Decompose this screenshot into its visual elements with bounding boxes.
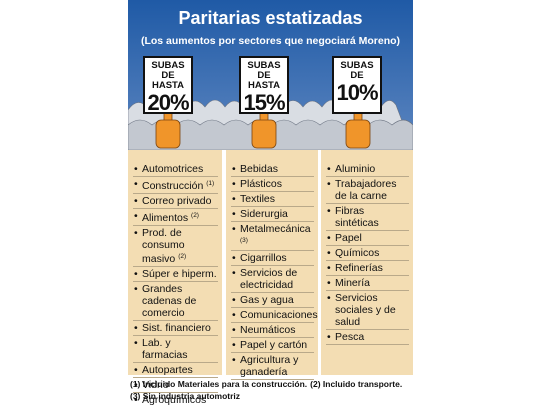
item-note: (2) xyxy=(178,253,187,260)
item-text: Prod. de consumo masivo xyxy=(142,227,185,265)
list-item: Construcción (1) xyxy=(133,177,218,194)
sign-value: 10% xyxy=(336,80,378,105)
item-text: Trabajadores de la carne xyxy=(335,178,397,202)
footnote-line: (1) Incluido Materiales para la construc… xyxy=(130,378,415,390)
item-text: Agricultura y ganadería xyxy=(240,354,299,378)
list-item: Plásticos xyxy=(231,177,314,192)
list-item: Papel xyxy=(326,231,409,246)
list-item: Correo privado xyxy=(133,194,218,209)
list-item: Cigarrillos xyxy=(231,251,314,266)
subtitle: (Los aumentos por sectores que negociará… xyxy=(140,35,401,47)
item-text: Súper e hiperm. xyxy=(142,268,217,280)
sign: SUBAS DE 10% xyxy=(332,56,382,114)
item-text: Alimentos xyxy=(142,212,189,224)
list-item: Súper e hiperm. xyxy=(133,267,218,282)
list-item: Neumáticos xyxy=(231,323,314,338)
column: Bebidas Plásticos Textiles Siderurgia Metalm… xyxy=(226,150,318,380)
item-text: Minería xyxy=(335,277,371,289)
item-text: Químicos xyxy=(335,247,380,259)
column: Aluminio Trabajadores de la carne Fibras s… xyxy=(321,150,413,375)
item-text: Lab. y farmacias xyxy=(142,337,188,361)
title: Paritarias estatizadas xyxy=(178,8,363,28)
item-text: Fibras sintéticas xyxy=(335,205,379,229)
list-item: Minería xyxy=(326,276,409,291)
item-note: (1) xyxy=(206,180,215,187)
item-text: Gas y agua xyxy=(240,294,294,306)
list-item: Autopartes xyxy=(133,363,218,378)
sign-label: SUBAS DE HASTA xyxy=(151,60,185,91)
item-text: Siderurgia xyxy=(240,208,288,220)
sign-label: SUBAS DE xyxy=(340,60,374,81)
list-item: Vidrio xyxy=(133,378,218,393)
list-item: Metalmecánica (3) xyxy=(231,222,314,251)
list-item: Agroquímicos xyxy=(133,393,218,405)
item-text: Textiles xyxy=(240,193,276,205)
list-item: Refinerías xyxy=(326,261,409,276)
footnote: (2) Incluido transporte. xyxy=(310,379,403,389)
item-text: Papel xyxy=(335,232,362,244)
list-item: Automotrices xyxy=(133,162,218,177)
item-text: Comunicaciones xyxy=(240,309,318,321)
item-text: Vidrio xyxy=(142,379,169,391)
sign: SUBAS DE HASTA 15% xyxy=(239,56,289,115)
item-text: Correo privado xyxy=(142,195,212,207)
item-text: Metalmecánica xyxy=(240,223,311,235)
list-item: Siderurgia xyxy=(231,207,314,222)
sign-label: SUBAS DE HASTA xyxy=(247,60,281,91)
list-item: Comunicaciones xyxy=(231,308,318,323)
sign-value: 15% xyxy=(243,90,285,115)
list-item: Servicios sociales y de salud xyxy=(326,291,409,330)
footnote: (1) Incluido Materiales para la construc… xyxy=(130,379,308,389)
item-text: Autopartes xyxy=(142,364,193,376)
list-item: Papel y cartón xyxy=(231,338,314,353)
list-item: Prod. de consumo masivo (2) xyxy=(133,226,218,267)
list-item: Pesca xyxy=(326,330,409,345)
list-item: Lab. y farmacias xyxy=(133,336,218,363)
list-item: Sist. financiero xyxy=(133,321,218,336)
list-item: Gas y agua xyxy=(231,293,314,308)
item-text: Plásticos xyxy=(240,178,283,190)
list-item: Químicos xyxy=(326,246,409,261)
sign-value: 20% xyxy=(147,90,189,115)
item-text: Refinerías xyxy=(335,262,383,274)
item-text: Grandes cadenas de comercio xyxy=(142,283,197,319)
item-text: Automotrices xyxy=(142,163,204,175)
sign: SUBAS DE HASTA 20% xyxy=(143,56,193,115)
list-item: Grandes cadenas de comercio xyxy=(133,282,218,321)
item-text: Neumáticos xyxy=(240,324,296,336)
item-text: Pesca xyxy=(335,331,365,343)
item-text: Papel y cartón xyxy=(240,339,308,351)
list-item: Fibras sintéticas xyxy=(326,204,409,231)
list-item: Textiles xyxy=(231,192,314,207)
list-item: Agricultura y ganadería xyxy=(231,353,314,380)
item-text: Agroquímicos xyxy=(142,394,207,405)
list-item: Aluminio xyxy=(326,162,409,177)
column: AutomotricesConstrucción (1)Correo priva… xyxy=(128,150,222,405)
item-note: (3) xyxy=(240,237,248,244)
item-text: Servicios sociales y de salud xyxy=(335,292,396,328)
item-text: Servicios de electricidad xyxy=(240,267,298,291)
item-text: Construcción xyxy=(142,180,204,192)
item-text: Cigarrillos xyxy=(240,252,287,264)
list-item: Bebidas xyxy=(231,162,314,177)
item-text: Sist. financiero xyxy=(142,322,211,334)
item-note: (2) xyxy=(191,212,199,219)
list-item: Trabajadores de la carne xyxy=(326,177,409,204)
list-item: Servicios de electricidad xyxy=(231,266,314,293)
item-text: Bebidas xyxy=(240,163,278,175)
list-item: Alimentos (2) xyxy=(133,209,218,226)
item-text: Aluminio xyxy=(335,163,376,175)
